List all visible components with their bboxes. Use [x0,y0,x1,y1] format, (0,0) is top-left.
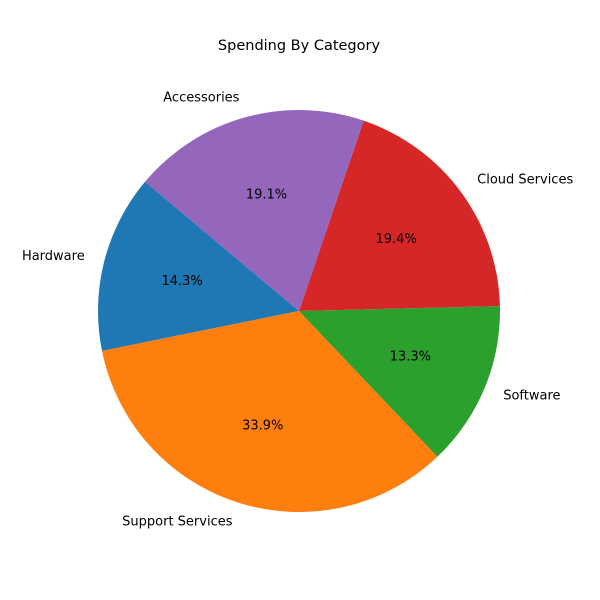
pie-slice-cloud-services [299,120,500,312]
pie-slice-support-services [102,311,438,512]
slice-label-software: Software [503,388,560,403]
chart-title: Spending By Category [218,38,381,54]
pct-label-hardware: 14.3% [161,274,202,289]
pie-slice-hardware [97,181,299,352]
pct-label-cloud-services: 19.4% [376,232,417,247]
pct-label-accessories: 19.1% [246,187,287,202]
pie-labels: Hardware 14.3% Support Services 33.9% Softwa… [22,91,574,530]
pct-label-support-services: 33.9% [242,419,283,434]
slice-label-support-services: Support Services [122,514,233,529]
slice-label-accessories: Accessories [163,91,239,106]
pie-slice-accessories [145,109,364,311]
pct-label-software: 13.3% [390,350,431,365]
pie-slices [97,109,500,512]
pie-slice-software [299,306,500,457]
slice-label-hardware: Hardware [22,249,85,264]
slice-label-cloud-services: Cloud Services [477,173,573,188]
